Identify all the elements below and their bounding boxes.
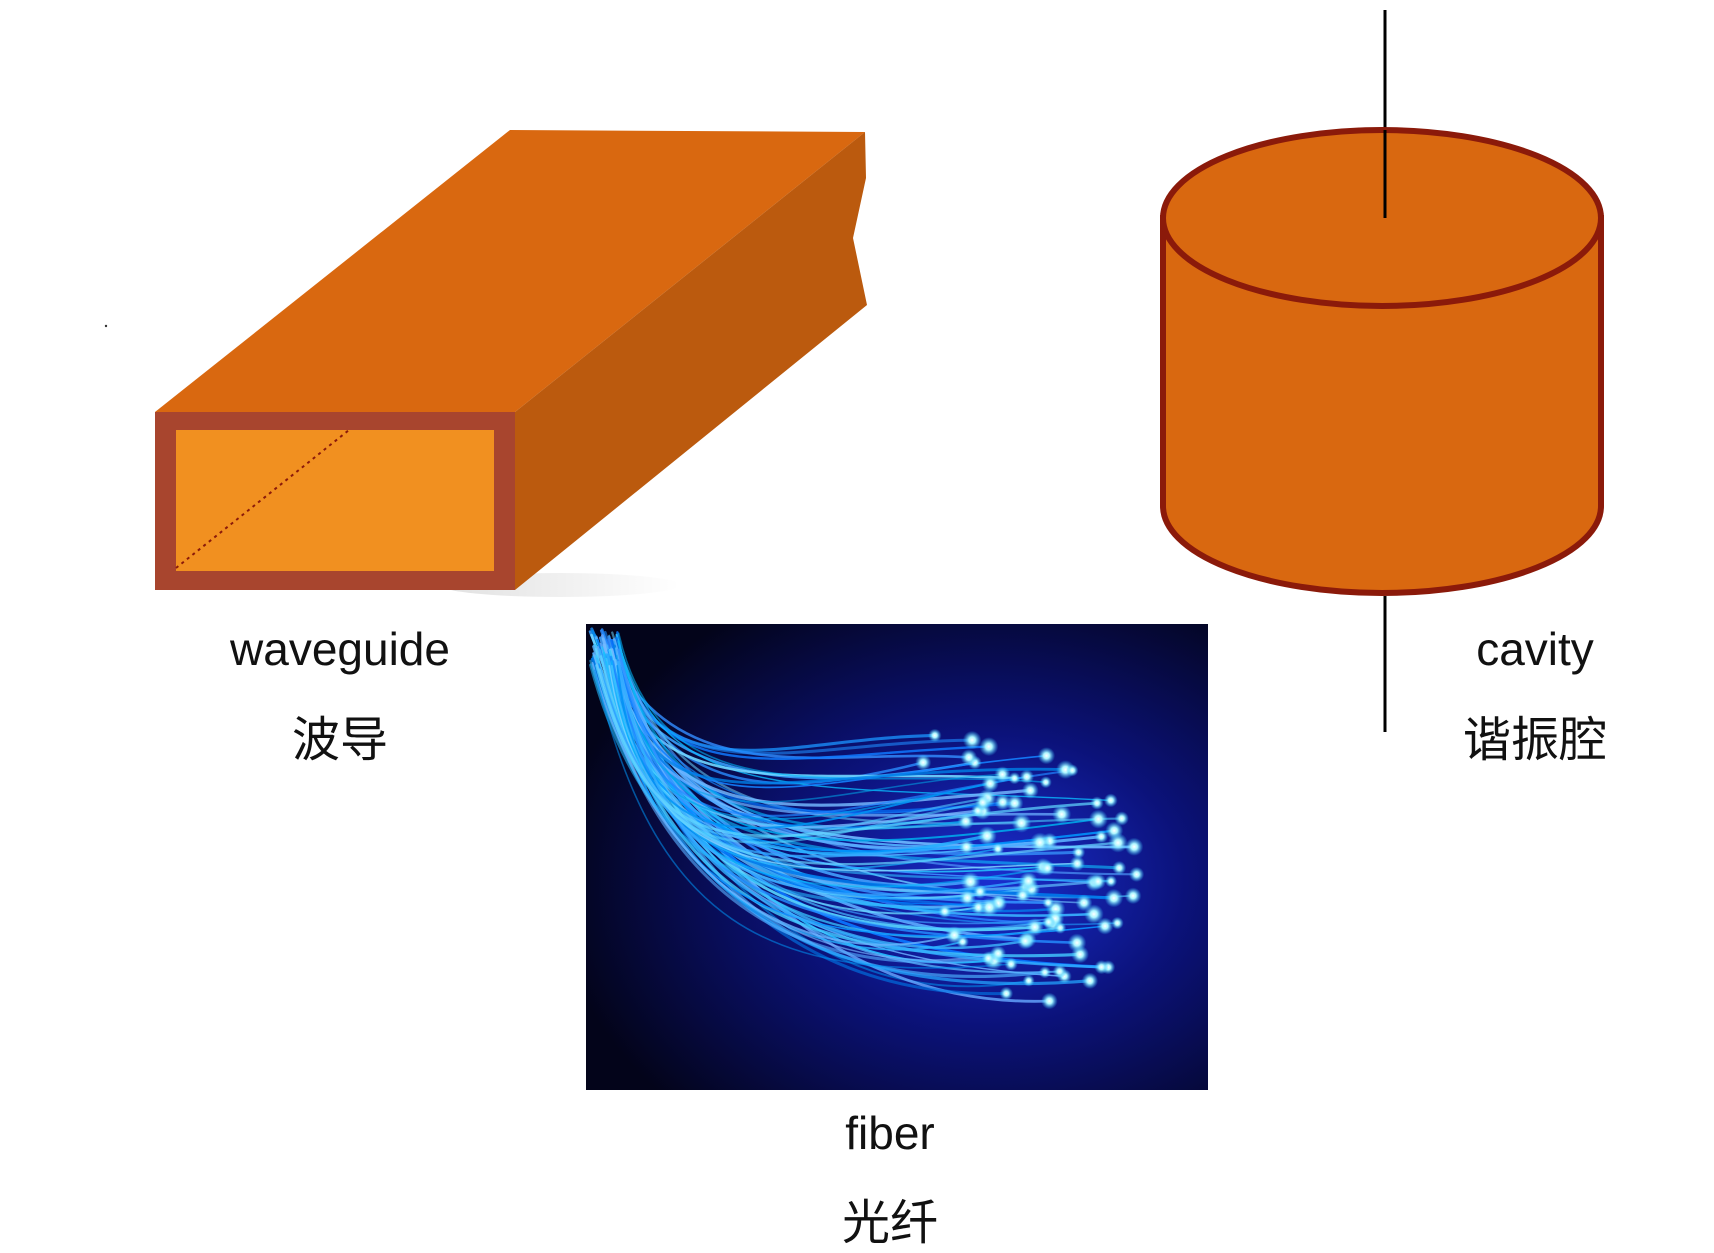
fiber-tip [1088,809,1108,829]
fiber-tip [1015,887,1031,903]
stray-dot [104,324,108,328]
fiber-tip [1042,915,1056,929]
fiber-strand [593,669,1012,969]
fiber-strand [599,668,1030,897]
fiber-tip [974,794,991,811]
fiber-tip [1037,747,1056,765]
fiber-tip [1016,932,1034,950]
waveguide-label-zh: 波导 [291,712,388,768]
fiber-tip [979,897,1000,918]
fiber-tip [1041,992,1058,1010]
fiber-tip [981,775,999,793]
fiber-tip [1094,960,1109,975]
fiber-tip [1090,796,1104,810]
fiber-tip [945,926,964,945]
fiber-tip [958,889,976,907]
fiber-strand [610,664,989,839]
fiber-tip [1019,871,1038,891]
fiber-tip [1103,793,1118,808]
fiber-tip [1042,896,1055,909]
fiber-strand [589,663,947,913]
fiber-tip [1066,764,1079,777]
fiber-label: fiber [845,1107,935,1159]
fiber-tip [1112,860,1127,875]
cavity-label: cavity [1476,623,1594,675]
waveguide-side-face [515,132,867,590]
fiber-tip [1067,933,1087,953]
fiber-tip [1054,921,1067,934]
fiber-strand [610,660,1049,888]
fiber-tip [1096,917,1114,935]
fiber-label-zh: 光纤 [841,1195,938,1251]
cavity-drawing [1160,10,1604,732]
waveguide-drawing [104,130,867,597]
fiber-tip [1008,772,1021,785]
fiber-tip [1104,888,1124,908]
fiber-tip [928,728,942,743]
fiber-tip [1084,904,1104,924]
fiber-tip [1052,964,1067,979]
fiber-tip [1052,804,1072,824]
fiber-tip [1025,918,1044,937]
fiber-tip [1114,811,1129,826]
fiber-tip [1022,974,1035,987]
fiber-tip [1029,832,1050,853]
fiber-tip [1006,794,1024,812]
fiber-tip [957,813,975,830]
fiber-tip [990,945,1007,962]
fiber-tip [1125,837,1144,856]
fiber-tip [915,754,932,771]
fiber-strand [617,648,1050,904]
cavity-top-face [1160,127,1604,309]
fiber-tip [1094,829,1109,844]
fiber-tip [1069,855,1086,872]
fiber-strand [616,664,992,830]
fiber-tip [1124,887,1142,905]
fiber-glow-tips [915,728,1145,1010]
fiber-tip [1039,776,1052,789]
fiber-tip [958,839,975,855]
cavity-body [1160,215,1604,596]
fiber-photo [586,624,1208,1090]
fiber-tip [994,766,1011,783]
cavity-label-zh: 谐振腔 [1462,712,1607,768]
fiber-tip [1038,966,1051,979]
fiber-tip [1019,769,1035,785]
fiber-tip [937,904,952,919]
fiber-tip [1104,875,1118,888]
fiber-tip [979,737,999,757]
fiber-tip [1039,860,1056,876]
waveguide-dotted-edge [175,429,350,569]
fiber-tip [972,884,988,899]
fiber-tip [1129,866,1145,883]
waveguide-label: waveguide [230,623,450,675]
fiber-tip [1021,782,1039,799]
fiber-tip [977,826,997,846]
fiber-tip [962,730,982,750]
fiber-tip [1111,916,1124,930]
fiber-tip [991,842,1005,856]
fiber-strand [591,661,956,946]
fiber-tip [1011,813,1032,833]
fiber-tip [1108,833,1128,853]
fiber-tip [1071,845,1086,859]
waveguide-opening [176,430,494,571]
fiber-tip [1089,873,1107,890]
fiber-tip [999,986,1014,1001]
fiber-tip [960,749,978,766]
fiber-tip [1081,972,1099,989]
fiber-tip [1004,957,1018,971]
waveguide-top-face [155,130,865,412]
